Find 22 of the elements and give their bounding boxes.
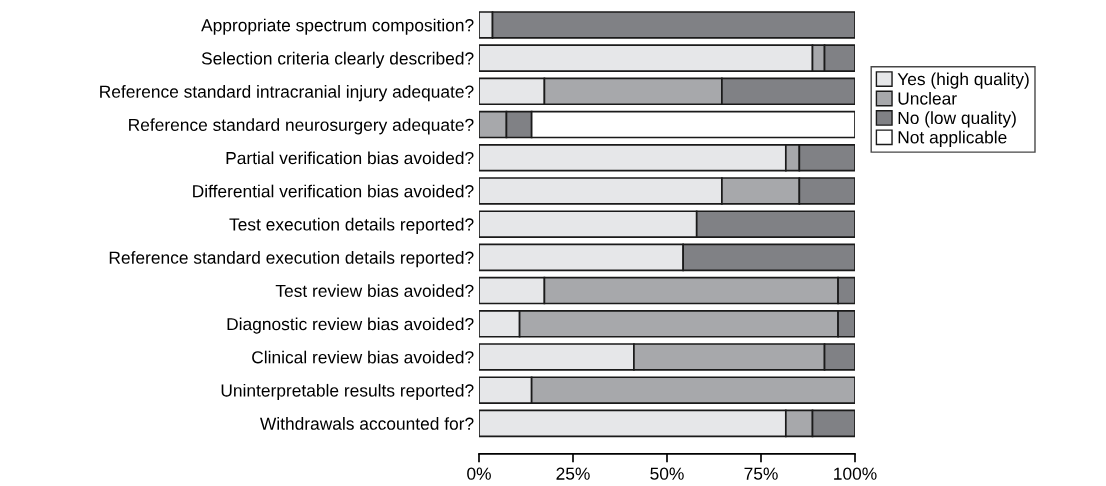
y-tick-label: Uninterpretable results reported? bbox=[221, 383, 474, 401]
y-tick-label: Test review bias avoided? bbox=[275, 284, 474, 298]
legend-label: Yes (high quality) bbox=[897, 72, 1029, 89]
y-tick-label: Withdrawals accounted for? bbox=[260, 417, 474, 430]
x-tick-label: 50% bbox=[650, 467, 684, 480]
y-tick-label: Appropriate spectrum composition? bbox=[201, 18, 474, 35]
y-tick-label: Clinical review bias avoided? bbox=[252, 350, 474, 364]
x-tick-label: 0% bbox=[467, 467, 491, 480]
legend-label: No (low quality) bbox=[898, 111, 1016, 128]
y-tick-label: Reference standard intracranial injury adequate? bbox=[100, 85, 474, 102]
legend-label: Not applicable bbox=[898, 130, 1007, 147]
y-tick-label: Reference standard execution details reported? bbox=[109, 251, 474, 268]
x-tick-label: 75% bbox=[744, 467, 778, 480]
x-tick-label: 100% bbox=[834, 467, 877, 480]
y-tick-label: Reference standard neurosurgery adequate? bbox=[129, 118, 474, 135]
y-tick-label: Partial verification bias avoided? bbox=[226, 151, 474, 165]
x-tick-label: 25% bbox=[556, 467, 590, 480]
legend-label: Unclear bbox=[898, 91, 957, 105]
y-tick-label: Diagnostic review bias avoided? bbox=[227, 317, 474, 334]
y-tick-label: Test execution details reported? bbox=[229, 217, 474, 235]
y-tick-label: Differential verification bias avoided? bbox=[193, 184, 474, 198]
y-tick-label: Selection criteria clearly described? bbox=[201, 51, 474, 69]
